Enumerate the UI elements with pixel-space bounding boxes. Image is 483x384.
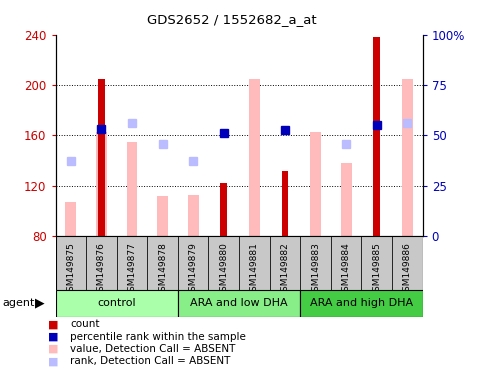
Text: ARA and low DHA: ARA and low DHA	[190, 298, 288, 308]
Bar	[310, 132, 321, 236]
Bar	[96, 132, 107, 236]
Bar	[209, 236, 239, 290]
Bar	[157, 196, 168, 236]
Text: ARA and high DHA: ARA and high DHA	[310, 298, 413, 308]
Text: value, Detection Call = ABSENT: value, Detection Call = ABSENT	[70, 344, 235, 354]
Bar	[98, 79, 105, 236]
Text: rank, Detection Call = ABSENT: rank, Detection Call = ABSENT	[70, 356, 230, 366]
Bar	[239, 236, 270, 290]
Text: count: count	[70, 319, 99, 329]
Bar	[66, 202, 76, 236]
Text: ■: ■	[48, 356, 59, 366]
Text: GSM149885: GSM149885	[372, 243, 381, 298]
Text: GSM149879: GSM149879	[189, 243, 198, 298]
Bar	[147, 236, 178, 290]
Bar	[331, 236, 361, 290]
Bar	[220, 183, 227, 236]
Bar	[127, 142, 137, 236]
Text: ■: ■	[48, 332, 59, 342]
Bar	[361, 236, 392, 290]
Bar	[188, 195, 199, 236]
Bar	[373, 37, 380, 236]
Bar	[341, 163, 352, 236]
Bar	[56, 290, 178, 317]
Text: GSM149880: GSM149880	[219, 243, 228, 298]
Bar	[300, 290, 423, 317]
Text: GSM149878: GSM149878	[158, 243, 167, 298]
Bar	[282, 170, 288, 236]
Text: GSM149886: GSM149886	[403, 243, 412, 298]
Bar	[178, 236, 209, 290]
Text: percentile rank within the sample: percentile rank within the sample	[70, 332, 246, 342]
Bar	[56, 236, 86, 290]
Text: GSM149877: GSM149877	[128, 243, 137, 298]
Text: ▶: ▶	[35, 297, 44, 310]
Text: ■: ■	[48, 344, 59, 354]
Text: GSM149881: GSM149881	[250, 243, 259, 298]
Bar	[392, 236, 423, 290]
Bar	[300, 236, 331, 290]
Text: control: control	[98, 298, 136, 308]
Text: GSM149875: GSM149875	[66, 243, 75, 298]
Text: agent: agent	[2, 298, 35, 308]
Bar	[86, 236, 117, 290]
Bar	[249, 79, 260, 236]
Text: GSM149876: GSM149876	[97, 243, 106, 298]
Bar	[402, 79, 412, 236]
Bar	[117, 236, 147, 290]
Text: GSM149882: GSM149882	[281, 243, 289, 297]
Text: ■: ■	[48, 319, 59, 329]
Text: GDS2652 / 1552682_a_at: GDS2652 / 1552682_a_at	[147, 13, 317, 26]
Bar	[178, 290, 300, 317]
Bar	[270, 236, 300, 290]
Text: GSM149884: GSM149884	[341, 243, 351, 297]
Text: GSM149883: GSM149883	[311, 243, 320, 298]
